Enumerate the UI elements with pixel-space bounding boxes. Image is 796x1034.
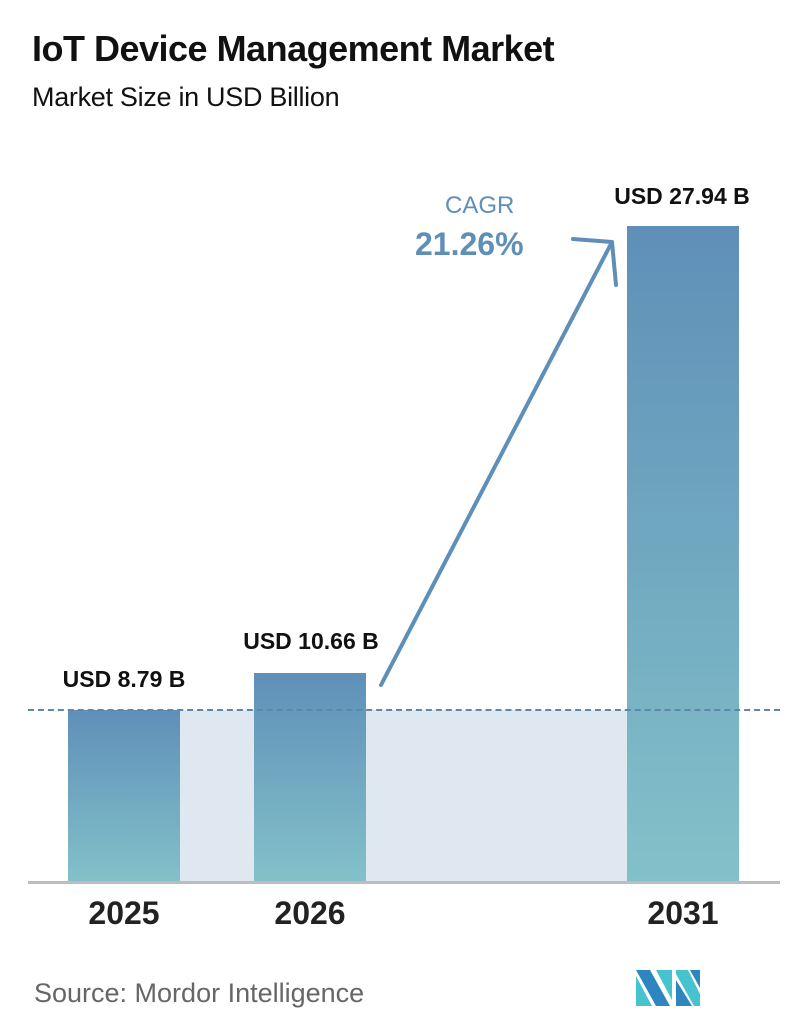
value-label-2031: USD 27.94 B (614, 183, 750, 209)
x-axis-line (28, 881, 780, 884)
x-label-2031: 2031 (647, 895, 719, 931)
value-label-2026: USD 10.66 B (243, 628, 379, 654)
x-label-2026: 2026 (274, 895, 346, 931)
chart-title: IoT Device Management Market (32, 28, 555, 69)
bar-2031 (627, 226, 739, 882)
cagr-label: CAGR (445, 192, 515, 219)
chart-subtitle: Market Size in USD Billion (32, 82, 340, 112)
bar-2026 (254, 673, 366, 882)
value-label-2025: USD 8.79 B (62, 666, 186, 692)
source-text: Source: Mordor Intelligence (34, 978, 365, 1008)
x-label-2025: 2025 (88, 895, 160, 931)
mordor-intelligence-logo-icon (636, 970, 700, 1006)
reference-dashed-line (28, 709, 780, 711)
cagr-value: 21.26% (415, 226, 524, 262)
bar-2025 (68, 710, 180, 882)
